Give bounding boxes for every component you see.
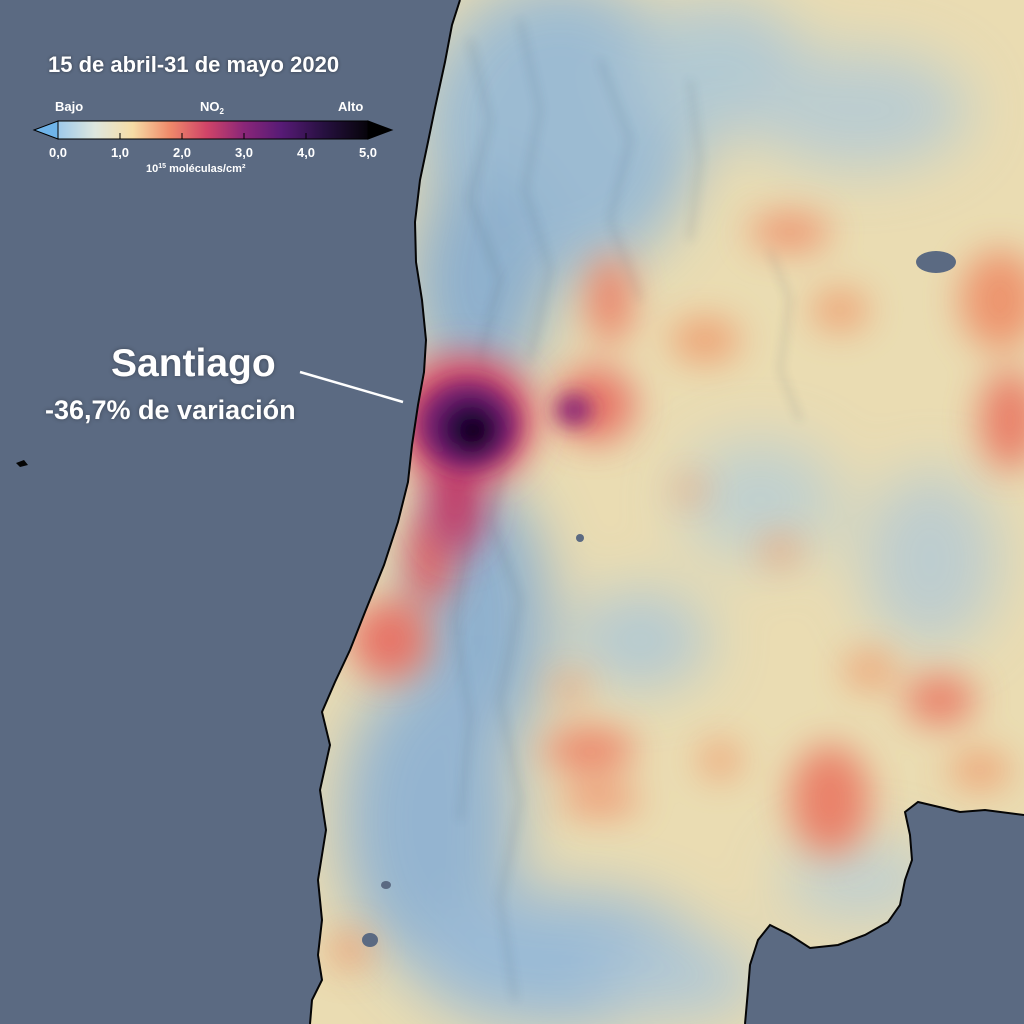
tick-label: 0,0 — [48, 145, 68, 160]
tick-label: 2,0 — [172, 145, 192, 160]
tick-label: 5,0 — [358, 145, 378, 160]
legend-low-label: Bajo — [55, 99, 84, 114]
legend-variable-name: NO — [200, 99, 220, 114]
tick-label: 1,0 — [110, 145, 130, 160]
legend-variable: NO2 — [200, 99, 224, 116]
tick-label: 4,0 — [296, 145, 316, 160]
units-text: moléculas/cm² — [166, 163, 246, 175]
santiago-change-label: -36,7% de variación — [45, 395, 296, 425]
colorbar — [32, 120, 394, 140]
map-title: 15 de abril-31 de mayo 2020 — [48, 52, 340, 77]
legend-variable-subscript: 2 — [219, 107, 224, 116]
units-exponent: 15 — [158, 163, 167, 170]
santiago-callout-line — [299, 370, 404, 404]
santiago-label: Santiago — [111, 342, 276, 385]
tick-label: 3,0 — [234, 145, 254, 160]
units-base: 10 — [146, 163, 159, 175]
legend-units: 1015 moléculas/cm² — [146, 163, 246, 175]
legend-high-label: Alto — [338, 99, 364, 114]
